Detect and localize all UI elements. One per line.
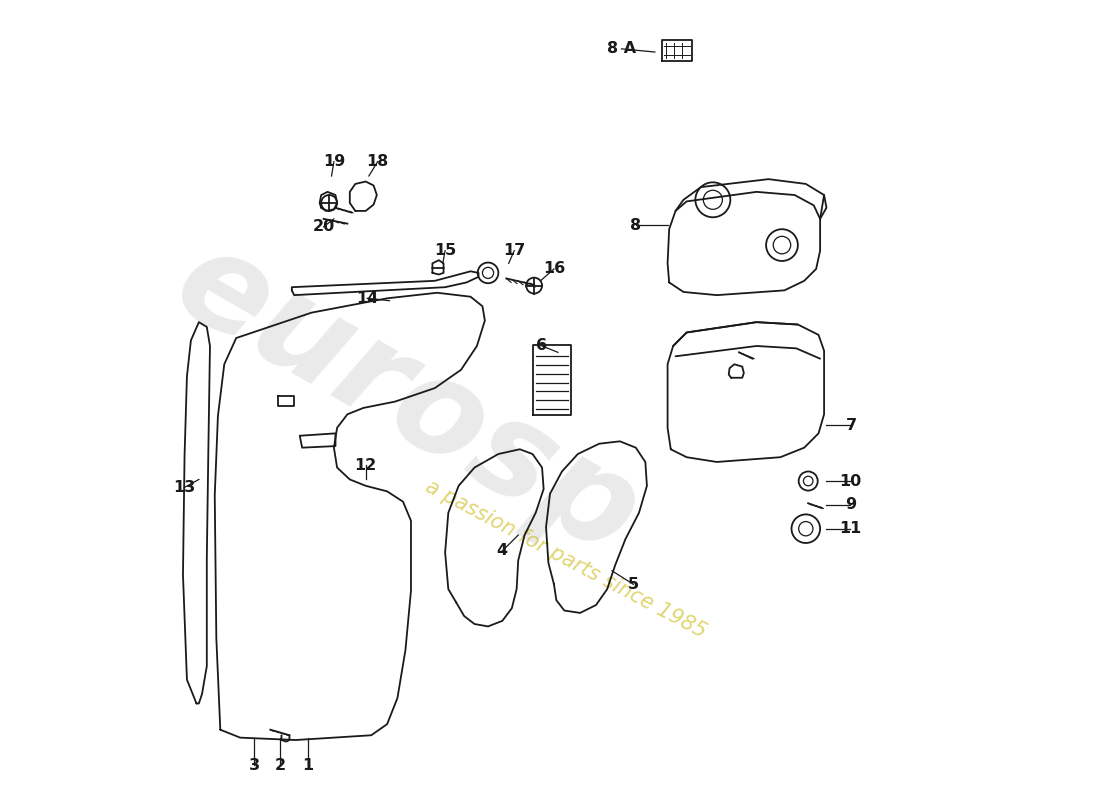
Text: 17: 17 — [503, 243, 526, 258]
Text: 2: 2 — [274, 758, 286, 773]
Text: 9: 9 — [845, 498, 856, 512]
Text: 13: 13 — [174, 480, 196, 495]
Text: 5: 5 — [628, 577, 639, 592]
Text: 12: 12 — [354, 458, 377, 473]
Text: 7: 7 — [846, 418, 858, 433]
Text: 18: 18 — [366, 154, 388, 169]
Text: 20: 20 — [312, 219, 334, 234]
Text: 14: 14 — [356, 291, 378, 306]
Text: 16: 16 — [542, 262, 565, 277]
Text: 6: 6 — [537, 338, 548, 354]
Text: 1: 1 — [302, 758, 313, 773]
Text: a passion for parts since 1985: a passion for parts since 1985 — [422, 476, 710, 642]
Text: eurosp: eurosp — [153, 217, 661, 583]
Text: 11: 11 — [839, 522, 861, 536]
Text: 3: 3 — [249, 758, 260, 773]
Text: 15: 15 — [434, 243, 456, 258]
Text: 19: 19 — [322, 154, 345, 169]
Text: 8 A: 8 A — [607, 42, 636, 56]
Text: 4: 4 — [497, 543, 508, 558]
Text: 8: 8 — [630, 218, 641, 233]
Text: 10: 10 — [839, 474, 861, 489]
